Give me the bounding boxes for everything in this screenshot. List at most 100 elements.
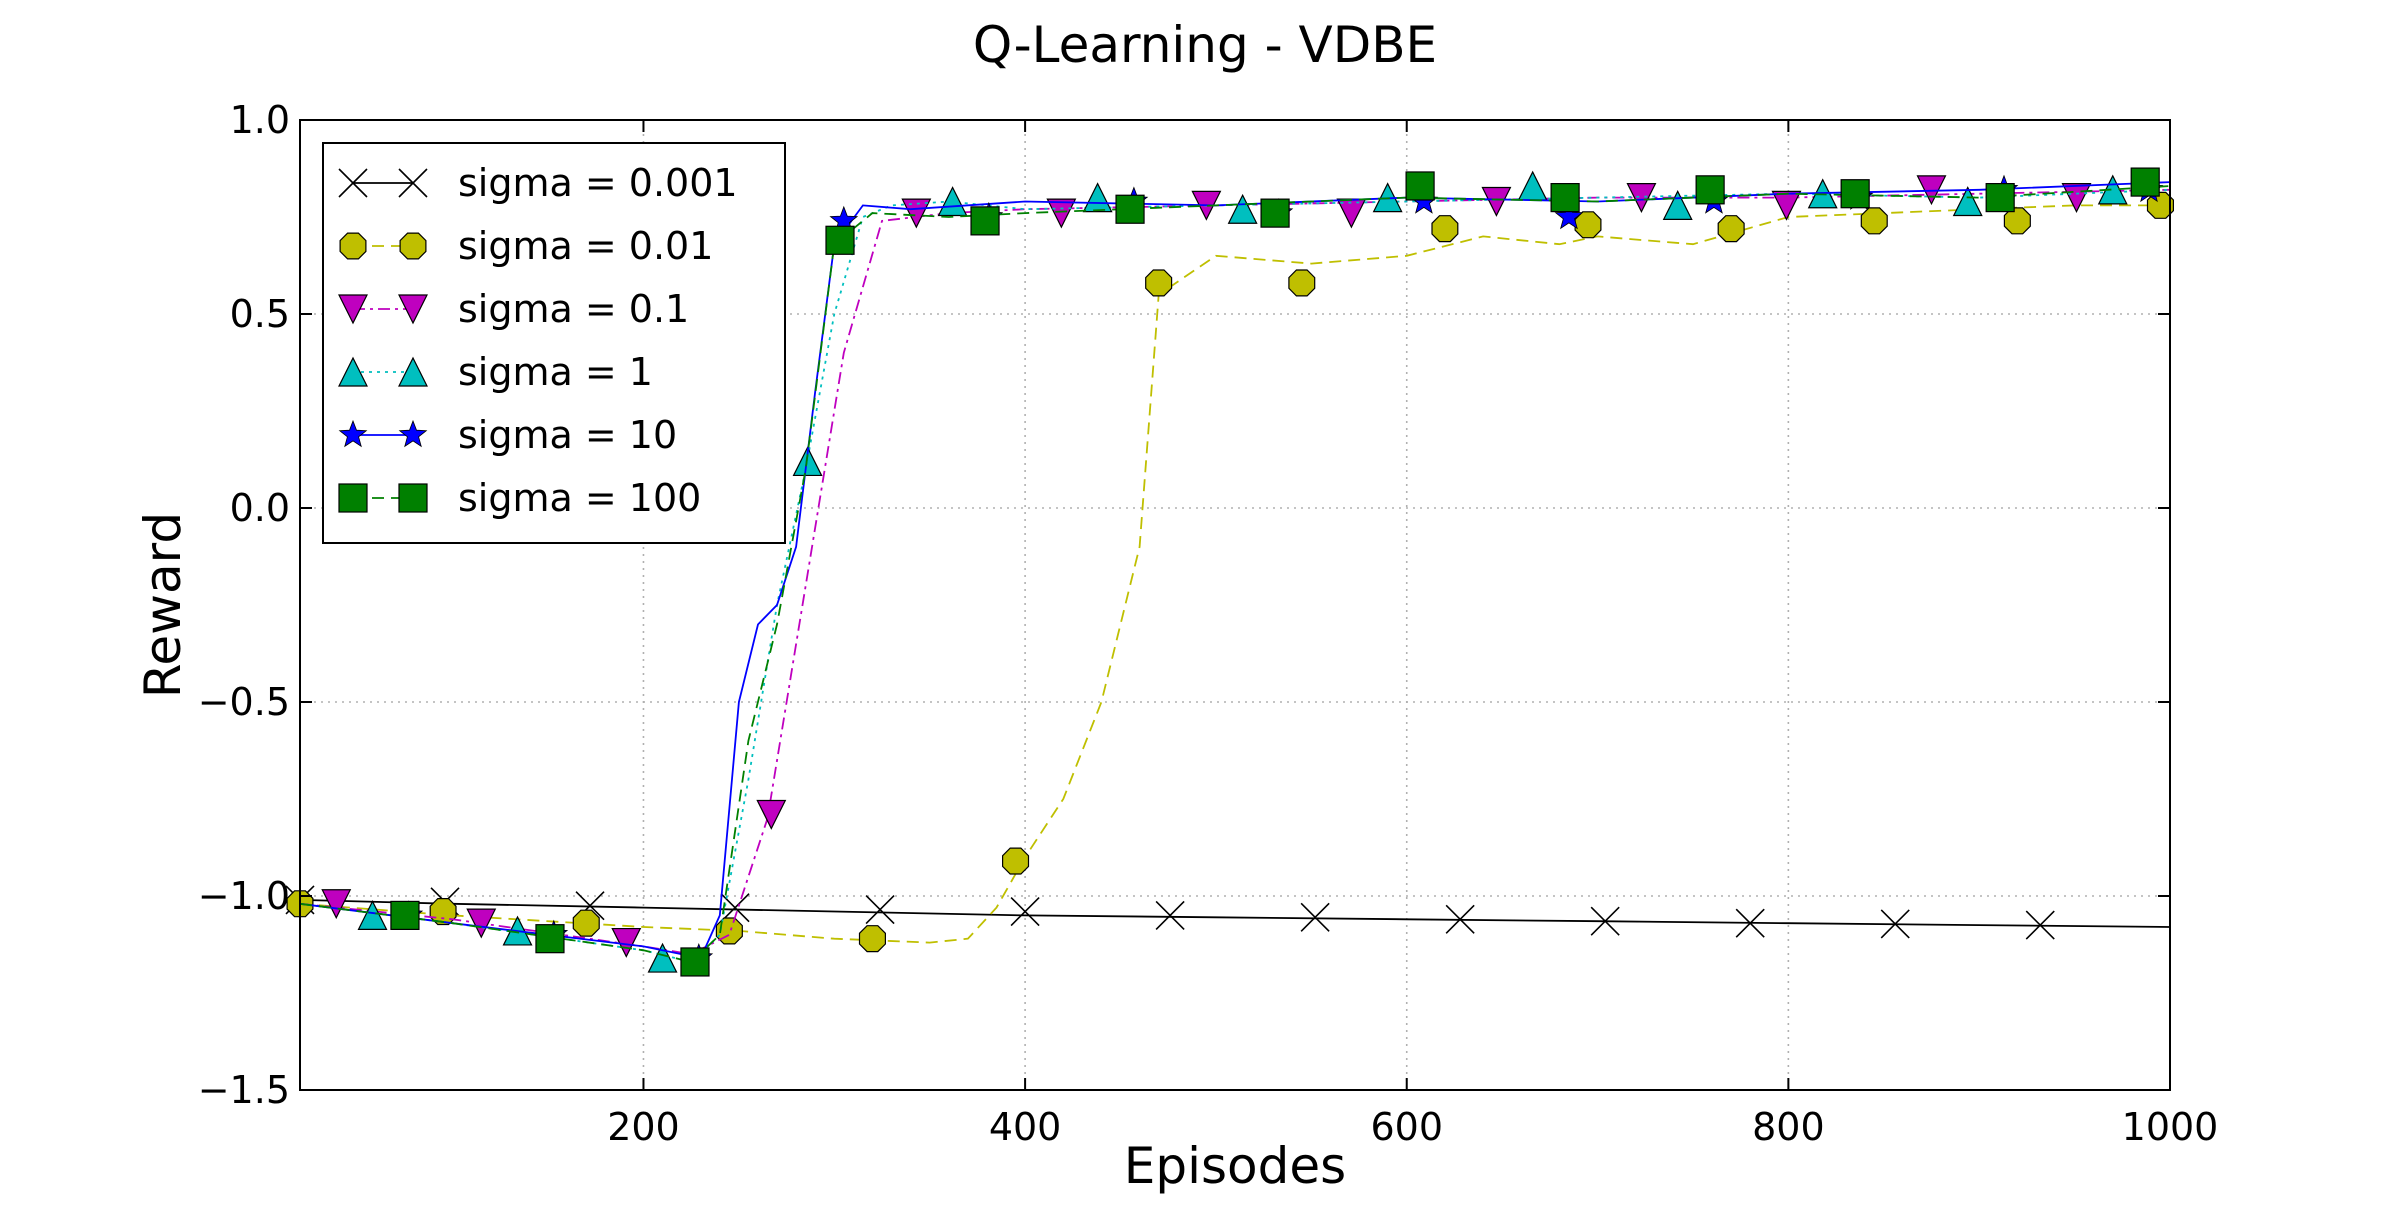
series-line [299, 188, 2171, 963]
x-tick-label: 1000 [2122, 1105, 2219, 1149]
y-axis-label: Reward [134, 512, 192, 698]
data-point [1717, 215, 1745, 243]
series-5 [299, 167, 2171, 977]
data-point [1626, 183, 1657, 213]
data-point [1985, 183, 2015, 213]
data-point [1010, 896, 1040, 927]
legend-marker [398, 294, 428, 325]
data-point [1115, 194, 1145, 224]
series-3 [299, 170, 2171, 973]
data-point [1227, 193, 1258, 224]
axis-ticks: 200 400 600 800 1000 −1.5 −1.0 −0.5 0.0 0.5 1.0 [198, 98, 2219, 1149]
data-point [1431, 215, 1459, 243]
data-point [1695, 175, 1725, 205]
series-line [299, 188, 2171, 956]
legend-marker [398, 483, 428, 513]
data-point [865, 895, 895, 925]
data-point [1590, 906, 1620, 936]
y-tick-label: 0.5 [230, 292, 290, 336]
data-point [1260, 198, 1290, 228]
legend-entry: sigma = 1 [338, 350, 653, 394]
data-point [825, 225, 855, 255]
y-tick-label: −1.0 [198, 874, 290, 918]
data-point [1001, 847, 1030, 875]
legend-entry: sigma = 0.1 [338, 287, 689, 331]
data-point [1300, 902, 1330, 932]
legend-label: sigma = 0.001 [458, 161, 738, 205]
legend: sigma = 0.001 sigma = 0.01 sigma = 0.1 sigm… [322, 142, 786, 544]
legend-marker [399, 232, 427, 260]
data-point [680, 947, 710, 977]
data-point [321, 889, 352, 920]
data-point [901, 198, 932, 229]
legend-marker [398, 168, 428, 198]
data-point [1405, 171, 1435, 201]
data-point [1550, 183, 1580, 213]
data-point [2003, 207, 2031, 235]
legend-marker [398, 419, 428, 448]
x-tick-label: 600 [1370, 1105, 1443, 1149]
legend-label: sigma = 1 [458, 350, 653, 394]
chart-title: Q-Learning - VDBE [973, 16, 1437, 74]
series-layer [285, 167, 2174, 977]
x-tick-label: 200 [607, 1105, 680, 1149]
y-tick-label: 0.0 [230, 486, 290, 530]
data-point [1517, 170, 1548, 201]
legend-label: sigma = 100 [458, 476, 701, 520]
data-point [1574, 211, 1602, 239]
legend-label: sigma = 0.1 [458, 287, 689, 331]
series-line [299, 899, 2171, 928]
data-point [572, 909, 600, 937]
legend-entry: sigma = 10 [338, 413, 677, 457]
y-tick-label: 1.0 [230, 98, 290, 142]
legend-label: sigma = 10 [458, 413, 677, 457]
legend-marker [338, 294, 368, 325]
data-point [1771, 190, 1802, 221]
legend-box [322, 142, 786, 544]
y-tick-label: −1.5 [198, 1068, 290, 1112]
data-point [1445, 904, 1475, 934]
data-point [756, 799, 787, 830]
data-point [937, 186, 968, 217]
data-point [466, 908, 497, 939]
data-point [357, 900, 388, 931]
data-point [2061, 183, 2092, 213]
series-2 [299, 175, 2171, 958]
data-point [1840, 179, 1870, 209]
data-point [2025, 910, 2055, 940]
data-point [1880, 909, 1910, 939]
x-axis-label: Episodes [1124, 1137, 1346, 1195]
data-point [2130, 167, 2160, 197]
data-point [1082, 182, 1113, 213]
data-point [1662, 190, 1693, 220]
series-1 [286, 191, 2174, 953]
legend-entry: sigma = 100 [338, 476, 701, 520]
legend-marker [398, 356, 428, 387]
legend-label: sigma = 0.01 [458, 224, 713, 268]
data-point [1046, 198, 1077, 229]
legend-marker [338, 483, 368, 513]
y-tick-label: −0.5 [198, 680, 290, 724]
data-point [1735, 908, 1765, 938]
data-point [390, 900, 420, 931]
data-point [858, 925, 887, 953]
data-point [535, 924, 565, 954]
legend-marker [339, 232, 367, 260]
legend-entry: sigma = 0.01 [339, 224, 713, 268]
data-point [970, 206, 1000, 236]
data-point [1481, 186, 1512, 217]
legend-marker [338, 356, 368, 387]
data-point [1288, 269, 1316, 297]
x-tick-label: 800 [1752, 1105, 1825, 1149]
x-tick-label: 400 [989, 1105, 1062, 1149]
data-point [1860, 207, 1888, 235]
legend-entry: sigma = 0.001 [338, 161, 738, 205]
plot-frame [299, 119, 2171, 1091]
data-point [647, 942, 678, 973]
data-point [1145, 269, 1173, 297]
data-point [1155, 900, 1185, 930]
data-point [1554, 201, 1584, 230]
legend-marker [338, 419, 368, 448]
series-0 [285, 885, 2171, 940]
